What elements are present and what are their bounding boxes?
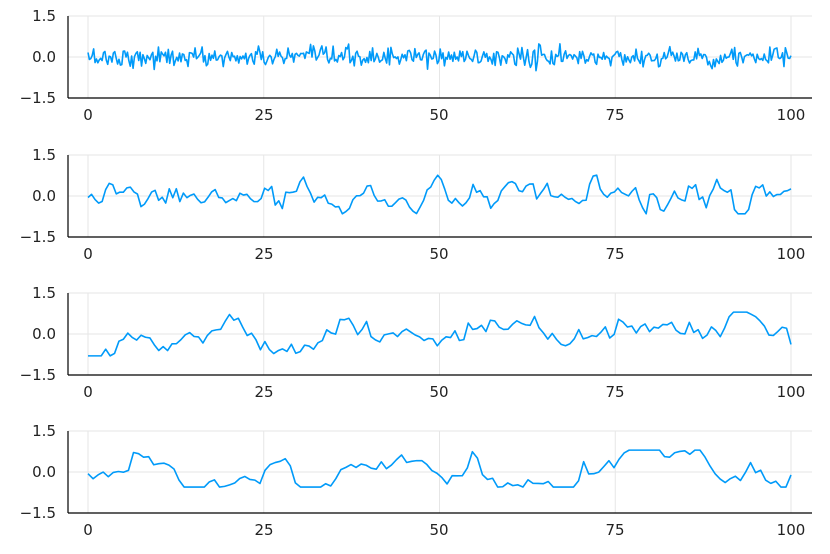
panel-1-xtick-50: 50 xyxy=(429,106,448,124)
panel-1-ytick-mid: 0.0 xyxy=(32,48,56,66)
panel-4-xtick-50: 50 xyxy=(429,521,448,539)
series-line xyxy=(88,311,792,357)
panel-2-xtick-75: 75 xyxy=(605,245,624,263)
panel-3-series xyxy=(88,311,792,357)
panel-2-xtick-50: 50 xyxy=(429,245,448,263)
panel-3-xtick-0: 0 xyxy=(83,383,93,401)
panel-3-xtick-100: 100 xyxy=(777,383,806,401)
panel-1-ytick-bottom: −1.5 xyxy=(20,89,56,107)
panel-2-ytick-top: 1.5 xyxy=(32,146,56,164)
panel-2-ytick-bottom: −1.5 xyxy=(20,228,56,246)
panel-4-xtick-25: 25 xyxy=(254,521,273,539)
panel-4-xtick-75: 75 xyxy=(605,521,624,539)
panel-1-xtick-25: 25 xyxy=(254,106,273,124)
panel-4-ytick-bottom: −1.5 xyxy=(20,504,56,522)
panel-3-ytick-mid: 0.0 xyxy=(32,325,56,343)
panel-2-xtick-0: 0 xyxy=(83,245,93,263)
panel-1-xtick-100: 100 xyxy=(777,106,806,124)
panel-1: 1.5 0.0 −1.5 0 25 50 75 100 xyxy=(20,7,812,124)
panel-4: 1.5 0.0 −1.5 0 25 50 75 100 xyxy=(20,422,812,539)
panel-2-xtick-100: 100 xyxy=(777,245,806,263)
panel-4-xtick-100: 100 xyxy=(777,521,806,539)
panel-2-ytick-mid: 0.0 xyxy=(32,187,56,205)
series-line xyxy=(87,43,792,72)
panel-3-xtick-25: 25 xyxy=(254,383,273,401)
panel-2-xtick-25: 25 xyxy=(254,245,273,263)
panel-4-grid xyxy=(68,430,812,514)
panel-3-ytick-bottom: −1.5 xyxy=(20,366,56,384)
panel-3-ytick-top: 1.5 xyxy=(32,284,56,302)
panel-1-series xyxy=(87,43,792,72)
panel-2: 1.5 0.0 −1.5 0 25 50 75 100 xyxy=(20,146,812,263)
panel-1-xtick-75: 75 xyxy=(605,106,624,124)
panel-1-xtick-0: 0 xyxy=(83,106,93,124)
panel-4-ytick-top: 1.5 xyxy=(32,422,56,440)
series-line xyxy=(87,449,792,488)
panel-4-series xyxy=(87,449,792,488)
panel-3-xtick-75: 75 xyxy=(605,383,624,401)
series-line xyxy=(87,174,792,215)
panel-4-xtick-0: 0 xyxy=(83,521,93,539)
panel-2-series xyxy=(87,174,792,215)
panel-3-xtick-50: 50 xyxy=(429,383,448,401)
panel-1-ytick-top: 1.5 xyxy=(32,7,56,25)
panel-3: 1.5 0.0 −1.5 0 25 50 75 100 xyxy=(20,284,812,401)
panel-2-grid xyxy=(68,154,812,238)
panel-4-ytick-mid: 0.0 xyxy=(32,463,56,481)
